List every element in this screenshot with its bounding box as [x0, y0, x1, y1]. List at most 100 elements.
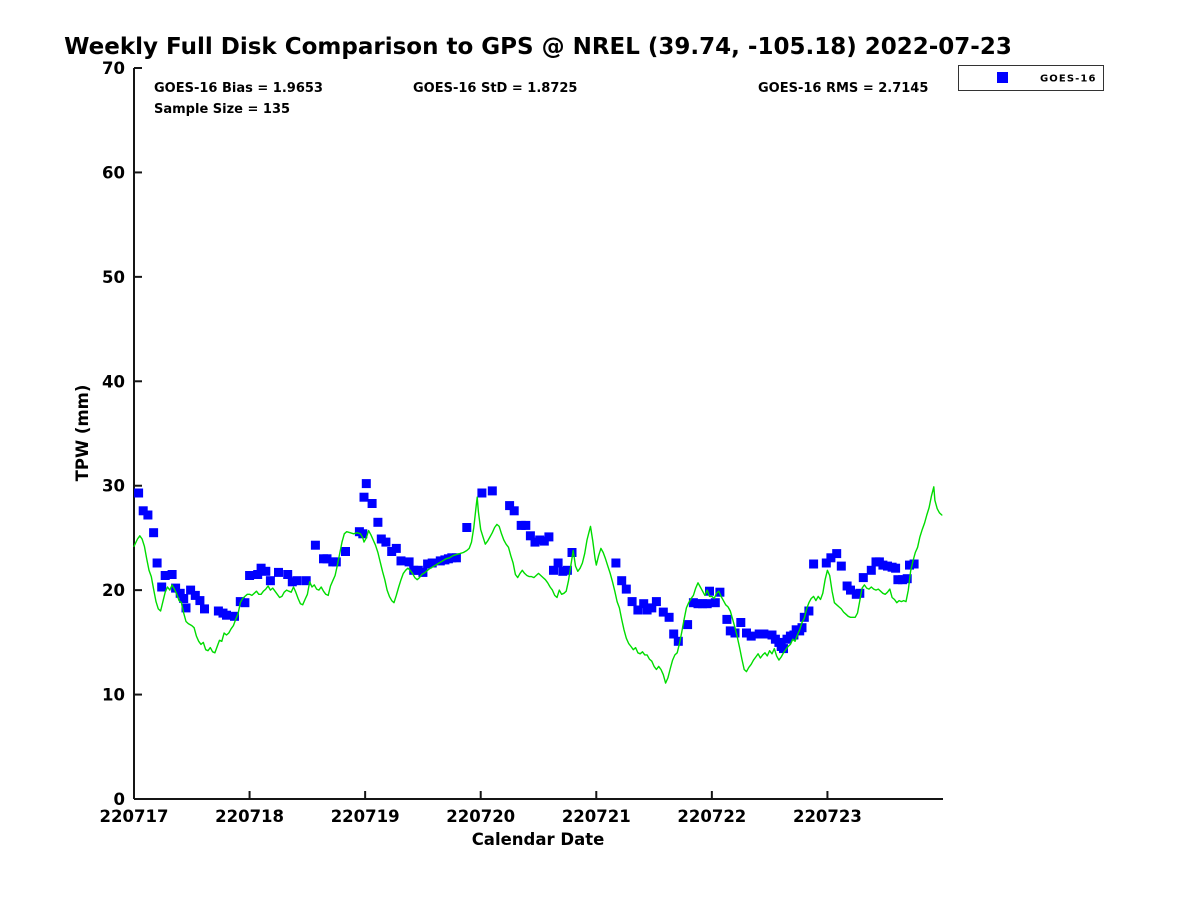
goes16-data-point — [797, 623, 807, 633]
goes16-data-point — [639, 599, 649, 609]
goes16-data-point — [525, 531, 535, 541]
goes16-data-point — [826, 553, 836, 563]
goes16-data-point — [549, 565, 558, 575]
goes16-data-point — [905, 560, 914, 570]
x-tick-label: 220721 — [562, 807, 631, 826]
goes16-data-point — [893, 575, 903, 585]
goes16-data-point — [544, 532, 554, 542]
plot-series — [133, 479, 943, 684]
goes16-data-point — [530, 537, 540, 547]
y-tick-label: 40 — [102, 372, 125, 391]
goes16-data-point — [621, 584, 631, 594]
goes16-data-point — [134, 488, 144, 498]
goes16-data-point — [331, 557, 341, 567]
x-tick-label: 220722 — [677, 807, 746, 826]
goes16-data-point — [200, 604, 209, 614]
goes16-data-point — [274, 567, 283, 577]
goes16-data-point — [688, 598, 698, 608]
stat-std: GOES-16 StD = 1.8725 — [413, 81, 577, 96]
goes16-data-point — [423, 559, 433, 569]
x-tick-label: 220718 — [215, 807, 284, 826]
goes16-data-point — [746, 631, 756, 641]
goes16-data-point — [175, 588, 185, 598]
goes16-data-point — [730, 628, 740, 638]
goes16-data-point — [789, 630, 799, 640]
goes16-data-point — [558, 566, 568, 576]
goes16-data-point — [821, 558, 831, 568]
goes16-data-point — [391, 543, 401, 553]
goes16-data-point — [866, 565, 876, 575]
goes16-data-point — [245, 571, 255, 580]
goes16-data-point — [396, 556, 406, 566]
goes16-data-point — [256, 563, 266, 573]
goes16-data-point — [693, 599, 703, 609]
goes16-data-point — [742, 628, 751, 638]
goes16-data-point — [509, 506, 519, 516]
goes16-data-point — [516, 520, 526, 530]
goes16-data-point — [160, 571, 170, 580]
goes16-data-point — [611, 558, 621, 568]
goes16-data-point — [222, 610, 231, 620]
y-tick-label: 10 — [102, 686, 125, 705]
goes16-data-point — [683, 620, 693, 630]
goes16-data-point — [149, 528, 159, 538]
goes16-data-point — [418, 567, 428, 577]
goes16-data-point — [181, 603, 191, 613]
goes16-data-point — [152, 558, 162, 568]
goes16-data-point — [878, 560, 888, 570]
goes16-data-point — [253, 570, 263, 579]
stat-bias: GOES-16 Bias = 1.9653 — [154, 81, 323, 96]
goes16-data-point — [521, 520, 531, 530]
goes16-data-point — [505, 501, 515, 511]
goes16-data-point — [651, 597, 661, 607]
goes16-data-point — [891, 563, 901, 573]
goes16-data-point — [447, 553, 457, 563]
goes16-data-point — [240, 598, 250, 608]
goes16-data-point — [710, 598, 720, 608]
goes16-data-point — [846, 585, 855, 595]
goes16-data-point — [358, 529, 368, 539]
goes16-data-point — [759, 629, 769, 639]
goes16-data-point — [283, 570, 293, 579]
y-tick-label: 70 — [102, 59, 125, 78]
goes16-data-point — [736, 618, 746, 627]
goes16-data-point — [858, 573, 868, 583]
goes16-data-point — [287, 577, 297, 587]
goes16-data-point — [265, 576, 275, 586]
goes16-data-point — [883, 561, 892, 571]
goes16-data-point — [261, 566, 271, 576]
goes16-data-point — [902, 574, 912, 584]
goes16-data-point — [909, 559, 919, 569]
goes16-data-point — [642, 605, 652, 615]
goes16-data-point — [658, 607, 668, 617]
goes16-data-point — [722, 614, 732, 624]
goes16-data-point — [138, 506, 148, 516]
goes16-data-point — [361, 479, 371, 489]
x-tick-label: 220717 — [100, 807, 169, 826]
goes16-data-point — [341, 547, 350, 556]
y-tick-label: 20 — [102, 581, 125, 600]
goes16-data-point — [367, 499, 377, 508]
goes16-data-point — [809, 559, 819, 569]
goes16-data-point — [898, 575, 908, 585]
goes16-data-point — [539, 536, 549, 546]
legend-marker-square-icon — [997, 72, 1008, 83]
goes16-data-point — [381, 537, 391, 547]
goes16-data-point — [186, 585, 196, 595]
goes16-data-point — [359, 492, 369, 502]
goes16-data-point — [230, 611, 239, 621]
goes16-data-point — [673, 636, 683, 646]
goes16-data-point — [725, 626, 735, 636]
goes16-data-point — [190, 590, 200, 600]
goes16-data-point — [462, 523, 472, 532]
goes16-data-point — [832, 549, 842, 559]
goes16-data-point — [705, 586, 714, 596]
goes16-data-point — [310, 540, 320, 550]
stat-sample-size: Sample Size = 135 — [154, 102, 290, 117]
stat-rms: GOES-16 RMS = 2.7145 — [758, 81, 928, 96]
goes16-data-point — [535, 535, 545, 545]
goes16-data-point — [179, 594, 189, 603]
